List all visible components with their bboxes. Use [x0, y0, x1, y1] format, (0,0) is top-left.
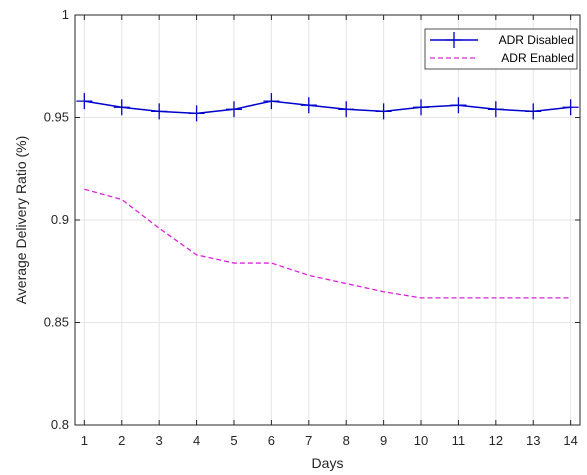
data-point-marker [375, 103, 392, 120]
data-point-marker [113, 99, 130, 116]
x-tick-label: 4 [193, 433, 200, 448]
x-axis-label: Days [312, 455, 344, 471]
series-line-adr-enabled [84, 188, 571, 299]
data-point-marker [300, 97, 317, 114]
data-point-marker [151, 103, 168, 120]
x-tick-label: 6 [268, 433, 275, 448]
x-tick-label: 7 [305, 433, 312, 448]
data-point-marker [338, 101, 355, 118]
x-tick-label: 2 [118, 433, 125, 448]
legend-marker-adr-disabled [446, 32, 462, 48]
legend: ADR Disabled ADR Enabled [424, 28, 578, 70]
data-point-marker [450, 97, 467, 114]
series-layer [76, 93, 579, 299]
x-tick-label: 12 [489, 433, 503, 448]
x-tick-label: 5 [230, 433, 237, 448]
legend-label-adr-disabled: ADR Disabled [499, 33, 574, 47]
legend-label-adr-enabled: ADR Enabled [501, 51, 574, 65]
x-tick-label: 11 [452, 433, 466, 448]
legend-box [424, 28, 578, 70]
data-point-marker [76, 93, 93, 110]
x-tick-label: 1 [81, 433, 88, 448]
axis-ticks: 1 2 3 4 5 6 7 8 9 10 11 12 13 140.80.850.90.951 [44, 7, 580, 448]
x-tick-label: 14 [563, 433, 577, 448]
data-point-marker [225, 101, 242, 118]
y-tick-label: 0.8 [51, 417, 69, 432]
data-point-marker [413, 99, 430, 116]
y-axis-label: Average Delivery Ratio (%) [13, 136, 29, 305]
y-tick-label: 0.95 [44, 110, 69, 125]
x-tick-label: 10 [414, 433, 428, 448]
y-tick-label: 0.85 [44, 315, 69, 330]
x-tick-label: 13 [526, 433, 540, 448]
data-point-marker [263, 93, 280, 110]
data-point-marker [188, 105, 205, 122]
y-tick-label: 0.9 [51, 212, 69, 227]
x-tick-label: 9 [380, 433, 387, 448]
data-point-marker [562, 99, 579, 116]
x-tick-label: 3 [156, 433, 163, 448]
data-point-marker [487, 101, 504, 118]
y-tick-label: 1 [62, 7, 69, 22]
grid-lines [75, 14, 580, 426]
x-tick-label: 8 [343, 433, 350, 448]
data-point-marker [525, 103, 542, 120]
